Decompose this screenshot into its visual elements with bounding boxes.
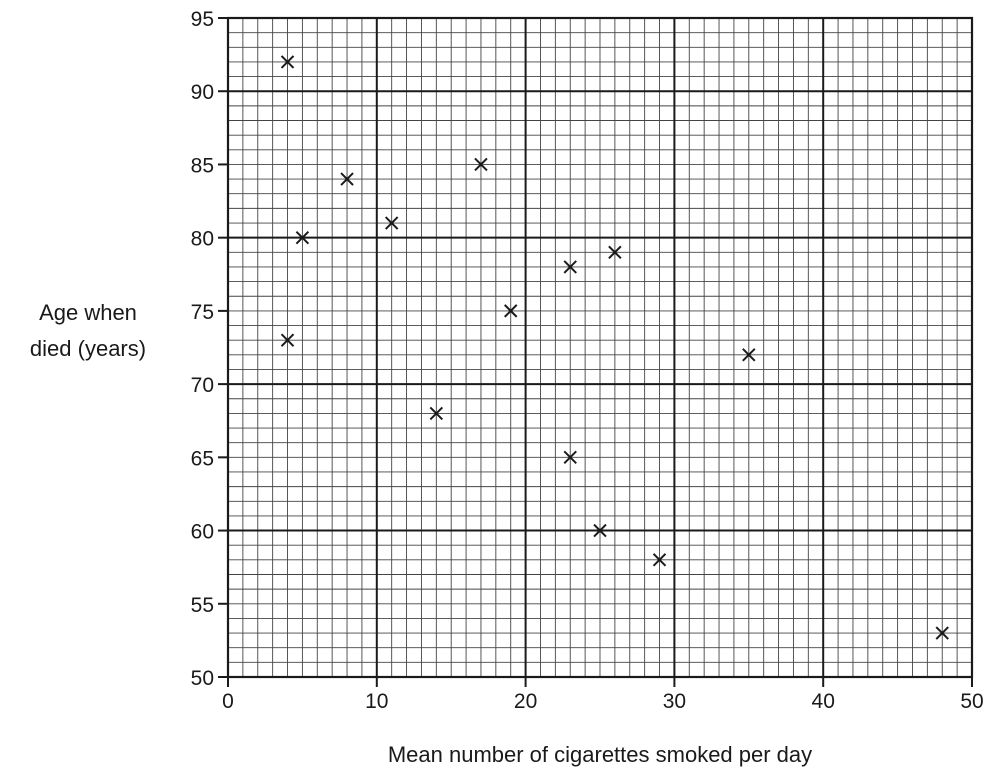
y-tick-label: 55 (191, 594, 214, 617)
plot-border (226, 16, 974, 679)
x-tick-label: 40 (812, 690, 835, 713)
y-tick-label: 80 (191, 228, 214, 251)
data-point (295, 230, 310, 245)
y-tick-label: 65 (191, 447, 214, 470)
y-tick-label: 85 (191, 154, 214, 177)
y-tick-label: 75 (191, 301, 214, 324)
data-point (340, 172, 354, 186)
data-point (593, 523, 607, 538)
x-tick-label: 10 (365, 690, 388, 713)
x-tick-label: 20 (514, 690, 537, 713)
x-tick-label: 50 (960, 690, 983, 713)
data-point (742, 348, 756, 362)
x-axis-ticks: 0 10 20 30 40 50 (222, 677, 984, 713)
data-point (504, 304, 518, 318)
x-tick-label: 0 (222, 690, 234, 713)
data-point (563, 260, 577, 274)
data-point (384, 216, 399, 230)
y-tick-label: 60 (191, 521, 214, 544)
data-point (474, 157, 488, 172)
data-point (935, 626, 949, 640)
data-point (563, 450, 577, 465)
data-points (280, 55, 949, 640)
y-axis-title-line-1: Age when (39, 300, 137, 325)
y-tick-label: 50 (191, 667, 214, 690)
data-point (608, 245, 622, 260)
data-point (652, 553, 667, 567)
data-point (429, 406, 444, 421)
data-point (280, 333, 295, 347)
y-tick-label: 70 (191, 374, 214, 397)
data-point (280, 55, 295, 69)
minor-grid (227, 17, 973, 678)
y-tick-label: 95 (191, 8, 214, 31)
y-axis-title-line-2: died (years) (30, 336, 146, 361)
x-axis-title: Mean number of cigarettes smoked per day (388, 742, 812, 767)
x-tick-label: 30 (663, 690, 686, 713)
y-tick-label: 90 (191, 81, 214, 104)
y-axis-ticks: 50 55 60 65 70 75 80 85 90 95 (191, 8, 228, 690)
